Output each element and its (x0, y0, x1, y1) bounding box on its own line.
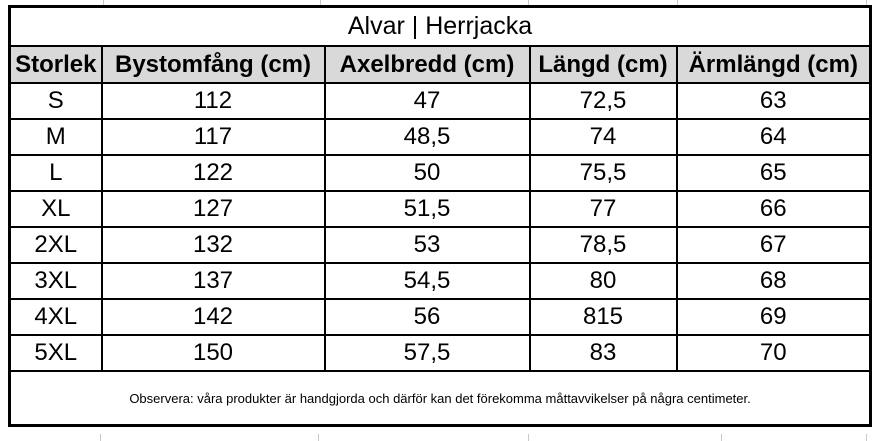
gridline-stub (528, 0, 529, 5)
cell-bust: 137 (100, 262, 326, 300)
table-title: Alvar | Herrjacka (8, 5, 872, 47)
cell-size: 4XL (8, 298, 103, 336)
cell-length: 80 (528, 262, 678, 300)
cell-bust: 112 (100, 82, 326, 120)
cell-bust: 117 (100, 118, 326, 156)
gridline-stub (677, 0, 678, 5)
cell-bust: 127 (100, 190, 326, 228)
table-row: 4XL 142 56 815 69 (8, 298, 872, 336)
column-header-langd: Längd (cm) (528, 45, 678, 84)
table-row: 5XL 150 57,5 83 70 (8, 334, 872, 372)
table-row: XL 127 51,5 77 66 (8, 190, 872, 228)
gridline-stub (866, 434, 867, 441)
cell-size: M (8, 118, 103, 156)
cell-length: 83 (528, 334, 678, 372)
cell-sleeve: 63 (675, 82, 872, 120)
cell-shoulder: 57,5 (323, 334, 531, 372)
cell-shoulder: 50 (323, 154, 531, 192)
size-chart-table: Alvar | Herrjacka Storlek Bystomfång (cm… (8, 5, 873, 427)
gridline-stub (318, 434, 319, 441)
table-row: 2XL 132 53 78,5 67 (8, 226, 872, 264)
size-table-body: Alvar | Herrjacka Storlek Bystomfång (cm… (8, 5, 872, 427)
cell-shoulder: 48,5 (323, 118, 531, 156)
cell-length: 75,5 (528, 154, 678, 192)
table-row: 3XL 137 54,5 80 68 (8, 262, 872, 300)
cell-shoulder: 54,5 (323, 262, 531, 300)
table-row: L 122 50 75,5 65 (8, 154, 872, 192)
header-row: Storlek Bystomfång (cm) Axelbredd (cm) L… (8, 45, 872, 84)
cell-length: 815 (528, 298, 678, 336)
cell-sleeve: 66 (675, 190, 872, 228)
cell-bust: 142 (100, 298, 326, 336)
column-header-axelbredd: Axelbredd (cm) (323, 45, 531, 84)
cell-sleeve: 67 (675, 226, 872, 264)
cell-length: 72,5 (528, 82, 678, 120)
gridline-stub (866, 0, 867, 5)
footer-note: Observera: våra produkter är handgjorda … (8, 370, 872, 427)
gridline-stub (528, 434, 529, 441)
footer-row: Observera: våra produkter är handgjorda … (8, 370, 872, 427)
table-row: M 117 48,5 74 64 (8, 118, 872, 156)
cell-sleeve: 65 (675, 154, 872, 192)
cell-bust: 122 (100, 154, 326, 192)
cell-length: 77 (528, 190, 678, 228)
gridline-stub (103, 0, 104, 5)
cell-size: 2XL (8, 226, 103, 264)
cell-shoulder: 51,5 (323, 190, 531, 228)
title-row: Alvar | Herrjacka (8, 5, 872, 47)
cell-size: 3XL (8, 262, 103, 300)
column-header-storlek: Storlek (8, 45, 103, 84)
cell-sleeve: 64 (675, 118, 872, 156)
cell-shoulder: 47 (323, 82, 531, 120)
gridline-stub (320, 0, 321, 5)
cell-sleeve: 68 (675, 262, 872, 300)
gridline-stub (721, 434, 722, 441)
cell-size: 5XL (8, 334, 103, 372)
column-header-armlangd: Ärmlängd (cm) (675, 45, 872, 84)
cell-bust: 132 (100, 226, 326, 264)
column-header-bystomfang: Bystomfång (cm) (100, 45, 326, 84)
table-row: S 112 47 72,5 63 (8, 82, 872, 120)
cell-sleeve: 70 (675, 334, 872, 372)
cell-length: 74 (528, 118, 678, 156)
gridline-stub (100, 434, 101, 441)
cell-sleeve: 69 (675, 298, 872, 336)
cell-bust: 150 (100, 334, 326, 372)
cell-shoulder: 53 (323, 226, 531, 264)
cell-size: XL (8, 190, 103, 228)
cell-size: S (8, 82, 103, 120)
cell-shoulder: 56 (323, 298, 531, 336)
cell-length: 78,5 (528, 226, 678, 264)
cell-size: L (8, 154, 103, 192)
